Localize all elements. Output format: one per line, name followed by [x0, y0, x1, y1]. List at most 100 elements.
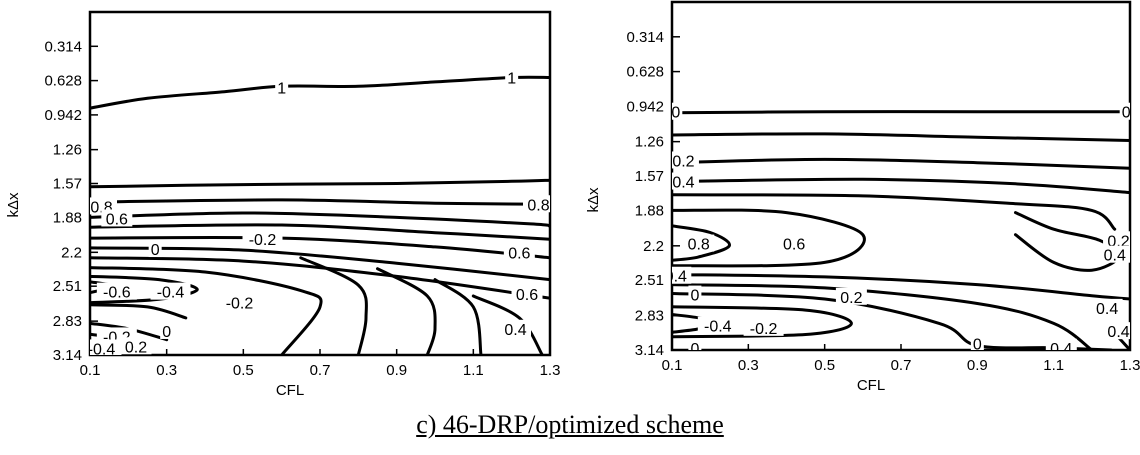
contour-line: [90, 256, 550, 300]
y-tick-label: 0.314: [44, 38, 82, 55]
contour-label-bg: [511, 284, 543, 302]
y-tick-label: 1.57: [635, 168, 664, 185]
contour-label-bg: [90, 339, 122, 355]
contour-line: [672, 208, 866, 268]
y-tick-label: 0.628: [626, 64, 664, 81]
contour-panel-1: 0.1 0.3 0.5 0.7 0.9 1.1 1.3 0.314 0.628 0.942 1.26…: [5, 10, 561, 399]
contour-label: 0.4: [504, 322, 526, 339]
contour-line: [433, 278, 483, 355]
contour-label-bg: [101, 209, 133, 227]
x-tick-label: 0.5: [233, 362, 254, 379]
contour-panel-2: 0.1 0.3 0.5 0.7 0.9 1.1 1.3 0.314 0.628 0.942 1.26…: [585, 0, 1140, 394]
contour-line: [90, 235, 550, 260]
contour-label-bg: [970, 334, 984, 350]
contour-figure: 0.1 0.3 0.5 0.7 0.9 1.1 1.3 0.314 0.628 0.942 1.26…: [5, 0, 1140, 399]
contour-label-bg: [503, 243, 535, 261]
contour-label: 0.8: [527, 197, 549, 214]
contour-label: -0.2: [750, 321, 778, 338]
contour-lines: 0 00.20.40.8 0.6 0.20.40.40 0.20.4-0.4 -0.2 0.…: [665, 102, 1130, 358]
contour-label-bg: [150, 282, 191, 300]
contour-label: 0: [690, 341, 699, 358]
contour-label-bg: [672, 172, 699, 190]
contour-line: [672, 177, 1130, 195]
contour-line: [672, 224, 731, 262]
contour-label-bg: [688, 338, 702, 350]
x-tick-label: 1.3: [1120, 357, 1140, 374]
y-axis-label: kΔx: [585, 187, 602, 213]
x-tick-label: 1.3: [540, 362, 561, 379]
y-tick-label: 2.83: [53, 313, 82, 330]
contour-line: [376, 267, 437, 355]
contour-label-bg: [688, 285, 702, 303]
contour-label: 0.2: [125, 339, 147, 356]
contour-line: [672, 132, 1130, 142]
contour-label-bg: [505, 68, 519, 86]
contour-label: 0: [162, 324, 171, 341]
contour-line: [672, 157, 1130, 170]
contour-line: [90, 303, 188, 320]
contour-label-bg: [242, 230, 283, 248]
contour-label: 0: [690, 288, 699, 305]
contour-line: [90, 211, 550, 228]
contour-line: [471, 294, 544, 355]
contour-label: -0.6: [103, 285, 131, 302]
contour-label: -0.4: [704, 319, 732, 336]
contour-label-bg: [523, 195, 550, 213]
y-tick-label: 2.83: [635, 308, 664, 325]
contour-label: 0.4: [665, 269, 687, 286]
y-tick-label: 1.57: [53, 176, 82, 193]
x-tick-label: 1.1: [463, 362, 484, 379]
y-tick-label: 3.14: [53, 347, 82, 364]
contour-label-bg: [160, 321, 174, 339]
y-tick-label: 2.51: [53, 278, 82, 295]
contour-line: [672, 283, 1094, 350]
contour-lines: 110.8 0.80.60-0.20.60.6-0.6 -0.4-0.20.4-0.…: [88, 68, 550, 358]
x-tick-label: 0.3: [156, 362, 177, 379]
contour-label: -0.2: [226, 296, 254, 313]
contour-label: 0.8: [688, 237, 710, 254]
contour-label: 0.2: [840, 290, 862, 307]
y-tick-label: 1.26: [53, 142, 82, 159]
x-tick-label: 0.5: [814, 357, 835, 374]
contour-label: 0.4: [1050, 341, 1072, 358]
contour-label: 0: [151, 242, 160, 259]
contour-label-bg: [1103, 231, 1130, 249]
y-tick-label: 3.14: [635, 342, 664, 359]
contour-label-bg: [778, 234, 810, 252]
x-tick-label: 0.7: [310, 362, 331, 379]
contour-line: [90, 274, 199, 305]
contour-label-bg: [1045, 338, 1077, 350]
contour-label: 0: [671, 105, 680, 122]
contour-label-bg: [1103, 322, 1130, 340]
contour-label-bg: [683, 234, 715, 252]
y-tick-label: 0.942: [626, 98, 664, 115]
y-tick-label: 1.26: [635, 134, 664, 151]
contour-label-bg: [219, 293, 260, 311]
contour-label-bg: [1099, 245, 1130, 263]
y-tick-label: 0.942: [44, 107, 82, 124]
contour-label-bg: [120, 337, 152, 355]
contour-label: 0: [973, 336, 982, 353]
y-axis-label: kΔx: [5, 192, 22, 218]
contour-line: [672, 292, 1113, 350]
contour-line: [299, 256, 368, 355]
x-tick-label: 1.1: [1043, 357, 1064, 374]
contour-label-bg: [148, 240, 162, 258]
contour-line: [90, 198, 550, 206]
contour-line: [90, 75, 550, 110]
contour-line: [90, 178, 550, 189]
contour-label: 1: [277, 80, 286, 97]
contour-label-bg: [743, 318, 784, 336]
contour-label-bg: [697, 316, 738, 334]
contour-label: 0.4: [672, 175, 694, 192]
y-tick-label: 0.628: [44, 73, 82, 90]
contour-label: 0.2: [672, 153, 694, 170]
contour-label-bg: [672, 151, 699, 169]
contour-label: -0.4: [88, 341, 116, 358]
contour-label: -0.4: [157, 285, 185, 302]
contour-label: 0.6: [783, 237, 805, 254]
figure-caption: c) 46-DRP/optimized scheme: [416, 410, 724, 439]
contour-label: 0.6: [106, 211, 128, 228]
contour-label: -0.2: [249, 232, 277, 249]
x-axis-label: CFL: [857, 377, 885, 394]
